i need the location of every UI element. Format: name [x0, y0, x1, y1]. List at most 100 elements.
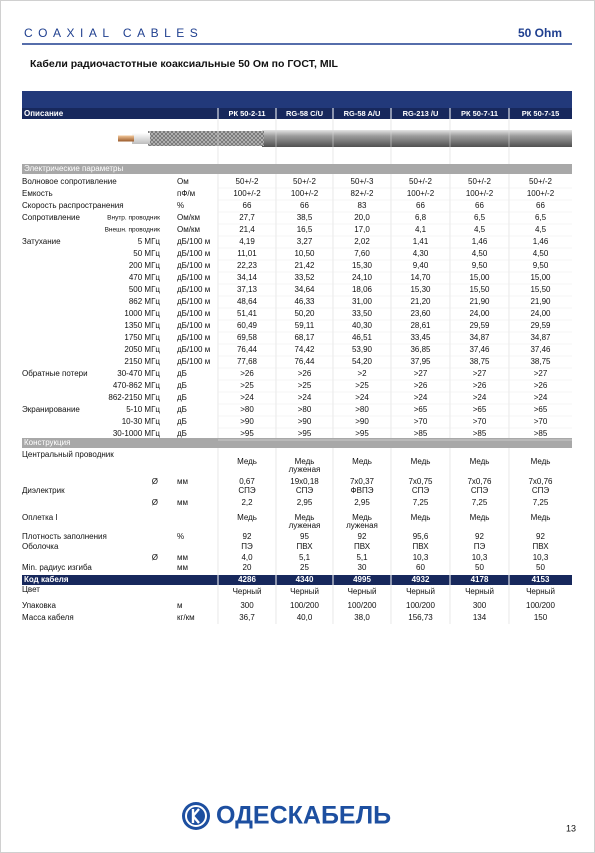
row-label: Экранирование	[22, 405, 80, 414]
cell: >27	[414, 369, 428, 378]
row-sublabel: Внешн. проводник	[105, 227, 161, 234]
row-unit: м	[177, 601, 183, 610]
cell: 9,50	[533, 261, 549, 270]
code-value: 4340	[296, 575, 314, 584]
row-unit: дБ	[177, 405, 187, 414]
row-label: Скорость распространения	[22, 201, 124, 210]
cell: >27	[534, 369, 548, 378]
cell: 50+/-2	[529, 177, 552, 186]
cell: 37,13	[237, 285, 258, 294]
cell: 7x0,37	[350, 477, 375, 486]
row-sublabel: 30-1000 МГц	[113, 429, 161, 438]
logo	[182, 802, 210, 830]
cell: ПВХ	[532, 542, 549, 551]
cell: Черный	[290, 587, 319, 596]
cell: 100+/-2	[527, 189, 555, 198]
cell: 83	[358, 201, 367, 210]
cell: >70	[534, 417, 548, 426]
row-unit: дБ	[177, 381, 187, 390]
cell: 37,95	[410, 357, 431, 366]
cell: 33,50	[352, 309, 373, 318]
cell: 1,46	[533, 237, 549, 246]
cell: >26	[534, 381, 548, 390]
cell: >24	[355, 393, 369, 402]
cell: 69,58	[237, 333, 258, 342]
cell: >85	[473, 429, 487, 438]
cell: 7,25	[533, 498, 549, 507]
cell: 66	[475, 201, 484, 210]
page-number: 13	[566, 823, 576, 833]
cell: 95,6	[413, 532, 429, 541]
cell: 29,59	[469, 321, 490, 330]
code-bar	[22, 575, 572, 585]
row-label: Плотность заполнения	[22, 532, 107, 541]
cell: 76,44	[294, 357, 315, 366]
cell: 16,5	[297, 225, 313, 234]
cell: 46,33	[294, 297, 315, 306]
cell: 38,75	[469, 357, 490, 366]
cell: 7,60	[354, 249, 370, 258]
row-unit: Ом	[177, 177, 189, 186]
cell: 11,01	[237, 249, 257, 258]
cell: 40,30	[352, 321, 373, 330]
code-value: 4153	[532, 575, 550, 584]
row-label: Сопротивление	[22, 213, 80, 222]
cell: 7x0,76	[467, 477, 492, 486]
cell: 50+/-2	[409, 177, 432, 186]
row-unit: дБ/100 м	[177, 333, 210, 342]
cell: >24	[298, 393, 312, 402]
cell: >2	[357, 369, 367, 378]
row-unit: %	[177, 532, 184, 541]
cell: 4,0	[241, 553, 253, 562]
cell: >95	[298, 429, 312, 438]
cell: 50+/-2	[236, 177, 259, 186]
row-sublabel: Внутр. проводник	[107, 215, 160, 222]
cell: 38,0	[354, 613, 370, 622]
row-label: Оплетка I	[22, 513, 58, 522]
cell: 4,50	[472, 249, 488, 258]
column-header: РК 50-2-11	[228, 109, 265, 118]
cell: 20,0	[354, 213, 370, 222]
cell: 92	[358, 532, 367, 541]
cell: ПВХ	[412, 542, 429, 551]
cell: 7,25	[413, 498, 429, 507]
cell: Черный	[526, 587, 555, 596]
row-sublabel: Ø	[152, 553, 158, 562]
cell: 3,27	[297, 237, 313, 246]
cell: ФВПЭ	[351, 486, 374, 495]
cell: 7,25	[472, 498, 488, 507]
cell: 33,52	[294, 273, 315, 282]
row-unit: Ом/км	[177, 225, 200, 234]
cell: 21,90	[530, 297, 551, 306]
cell: 134	[473, 613, 487, 622]
cell: 9,50	[472, 261, 488, 270]
row-label: Емкость	[22, 189, 53, 198]
row-label: Диэлектрик	[22, 486, 65, 495]
row-sublabel: 10-30 МГц	[122, 417, 161, 426]
row-unit: Ом/км	[177, 213, 200, 222]
cell: Медь	[411, 457, 431, 466]
cell: СПЭ	[532, 486, 550, 495]
cell: СПЭ	[412, 486, 430, 495]
cell: 34,87	[530, 333, 551, 342]
cell: 50+/-2	[293, 177, 316, 186]
cell: 29,59	[530, 321, 551, 330]
row-unit: мм	[177, 477, 188, 486]
description-bar	[22, 108, 572, 119]
cell: >80	[355, 405, 369, 414]
cell: Медь	[295, 513, 315, 522]
cell: луженая	[346, 521, 378, 530]
description-label: Описание	[24, 109, 64, 118]
column-header: РК 50-7-15	[522, 109, 560, 118]
cell: 21,90	[469, 297, 490, 306]
row-unit: дБ/100 м	[177, 345, 210, 354]
row-sublabel: 2150 МГц	[124, 357, 160, 366]
cell: 7x0,75	[408, 477, 433, 486]
cell: 92	[243, 532, 252, 541]
cell: >26	[414, 381, 428, 390]
row-sublabel: 2050 МГц	[124, 345, 160, 354]
cell: 66	[243, 201, 252, 210]
cell: 10,3	[472, 553, 488, 562]
cell: 15,00	[469, 273, 490, 282]
